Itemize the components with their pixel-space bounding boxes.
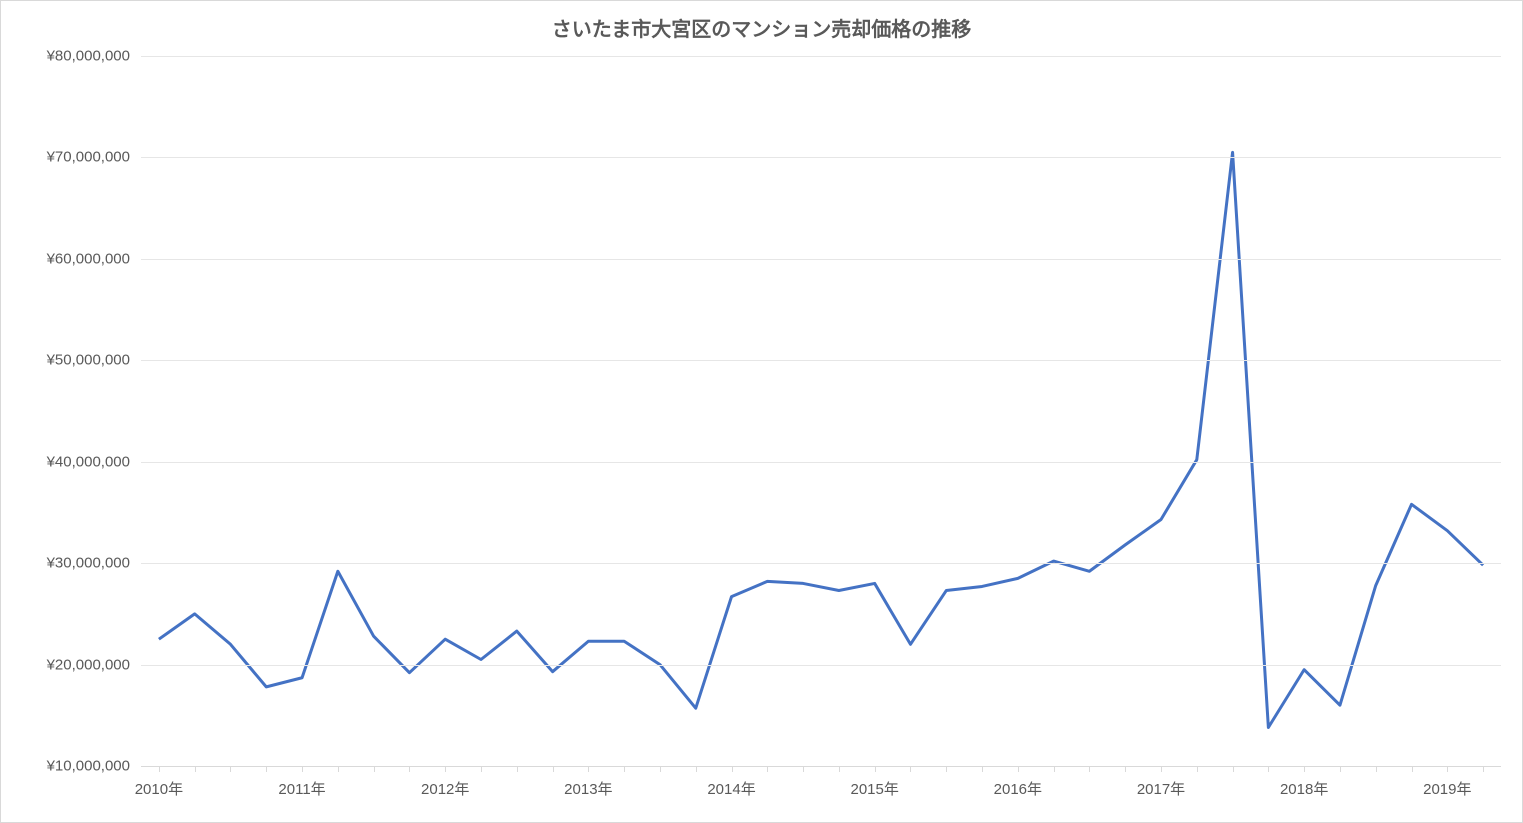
x-tick — [803, 766, 804, 772]
x-tick — [660, 766, 661, 772]
x-tick-label: 2019年 — [1423, 778, 1471, 799]
y-tick-label: ¥70,000,000 — [47, 149, 130, 166]
x-tick — [875, 766, 876, 772]
x-tick — [481, 766, 482, 772]
x-tick — [1304, 766, 1305, 772]
y-tick-label: ¥40,000,000 — [47, 453, 130, 470]
x-tick — [624, 766, 625, 772]
x-tick — [1125, 766, 1126, 772]
x-tick — [517, 766, 518, 772]
x-tick — [159, 766, 160, 772]
gridline — [141, 462, 1501, 463]
x-tick — [767, 766, 768, 772]
x-tick — [839, 766, 840, 772]
x-tick — [982, 766, 983, 772]
x-tick-label: 2017年 — [1137, 778, 1185, 799]
y-tick-label: ¥60,000,000 — [47, 250, 130, 267]
y-tick-label: ¥80,000,000 — [47, 48, 130, 65]
gridline — [141, 56, 1501, 57]
x-tick — [1018, 766, 1019, 772]
x-tick — [732, 766, 733, 772]
x-tick — [1268, 766, 1269, 772]
x-tick — [445, 766, 446, 772]
gridline — [141, 665, 1501, 666]
gridline — [141, 259, 1501, 260]
x-tick — [1233, 766, 1234, 772]
x-tick — [946, 766, 947, 772]
y-tick-label: ¥30,000,000 — [47, 555, 130, 572]
series-line — [159, 152, 1483, 727]
gridline — [141, 157, 1501, 158]
x-tick — [230, 766, 231, 772]
x-tick — [266, 766, 267, 772]
gridline — [141, 360, 1501, 361]
x-tick — [1161, 766, 1162, 772]
y-tick-label: ¥10,000,000 — [47, 758, 130, 775]
gridline — [141, 563, 1501, 564]
chart-title: さいたま市大宮区のマンション売却価格の推移 — [1, 13, 1522, 42]
y-tick-label: ¥20,000,000 — [47, 656, 130, 673]
x-tick — [1412, 766, 1413, 772]
x-tick-label: 2015年 — [850, 778, 898, 799]
x-tick — [696, 766, 697, 772]
x-tick — [1054, 766, 1055, 772]
x-tick — [374, 766, 375, 772]
x-tick — [338, 766, 339, 772]
x-tick-label: 2018年 — [1280, 778, 1328, 799]
plot-area — [141, 56, 1501, 766]
x-tick — [1340, 766, 1341, 772]
x-tick — [1197, 766, 1198, 772]
x-tick-label: 2016年 — [994, 778, 1042, 799]
x-tick — [553, 766, 554, 772]
x-tick-label: 2010年 — [135, 778, 183, 799]
x-tick — [195, 766, 196, 772]
line-series — [141, 56, 1501, 766]
chart-container: さいたま市大宮区のマンション売却価格の推移 ¥10,000,000 ¥20,000… — [0, 0, 1523, 823]
x-tick — [409, 766, 410, 772]
x-tick — [302, 766, 303, 772]
x-tick — [1483, 766, 1484, 772]
x-tick — [1447, 766, 1448, 772]
x-tick — [1089, 766, 1090, 772]
x-tick-label: 2014年 — [707, 778, 755, 799]
x-axis-line — [141, 766, 1501, 767]
x-tick-label: 2013年 — [564, 778, 612, 799]
x-tick — [1376, 766, 1377, 772]
x-tick — [910, 766, 911, 772]
x-tick-label: 2011年 — [278, 778, 325, 799]
x-tick-label: 2012年 — [421, 778, 469, 799]
y-tick-label: ¥50,000,000 — [47, 352, 130, 369]
x-tick — [588, 766, 589, 772]
